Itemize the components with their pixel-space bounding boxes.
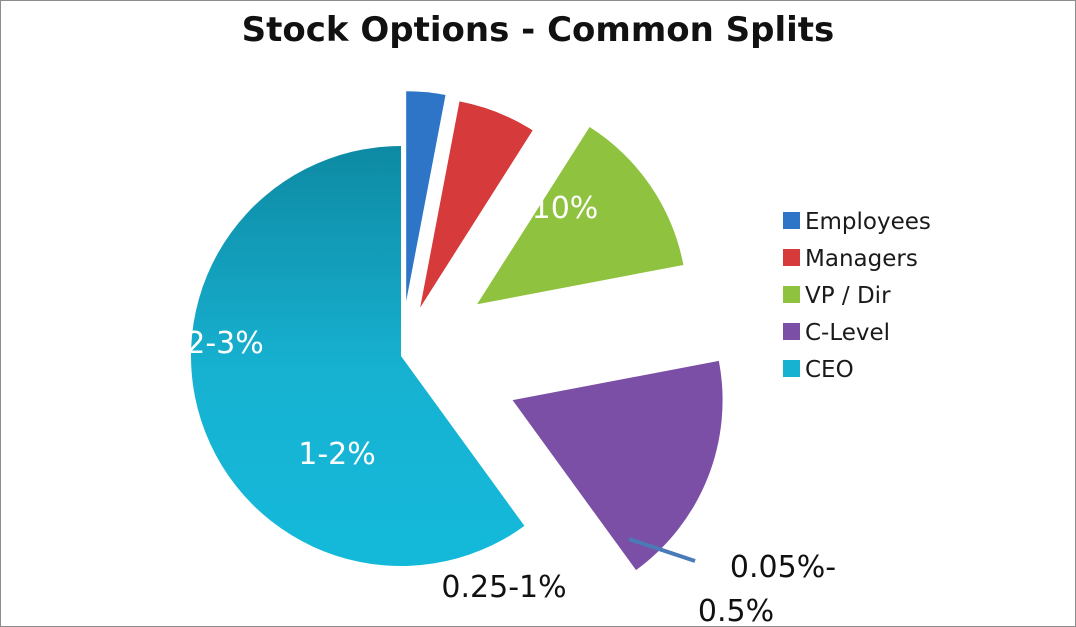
data-label-0-05: 0.05%- xyxy=(730,550,836,585)
data-label-0-5: 0.5% xyxy=(698,594,774,626)
pie-slice-ceo xyxy=(190,146,525,566)
pie-slice-employees xyxy=(406,91,446,302)
legend-swatch-1 xyxy=(783,249,800,266)
pie-slice-c-level xyxy=(512,360,723,571)
chart-title: Stock Options - Common Splits xyxy=(242,10,835,50)
legend-swatch-3 xyxy=(783,323,800,340)
legend-label-0: Employees xyxy=(805,209,931,235)
chart-legend: Employees Managers VP / Dir C-Level CEO xyxy=(783,209,931,383)
data-label-0-25-1: 0.25-1% xyxy=(441,570,566,605)
data-label-1-2: 1-2% xyxy=(298,437,376,472)
legend-label-3: C-Level xyxy=(805,320,890,346)
pie-slices xyxy=(190,91,723,571)
legend-swatch-4 xyxy=(783,360,800,377)
pie-slice-vp-dir xyxy=(477,126,684,305)
leader-line xyxy=(628,537,696,563)
legend-label-4: CEO xyxy=(805,357,854,383)
data-label-5-10: 5-10% xyxy=(502,191,599,226)
legend-label-2: VP / Dir xyxy=(805,283,891,309)
pie-slice-managers xyxy=(420,101,533,308)
data-label-2-3: 2-3% xyxy=(186,326,264,361)
legend-label-1: Managers xyxy=(805,246,918,272)
legend-swatch-0 xyxy=(783,212,800,229)
legend-swatch-2 xyxy=(783,286,800,303)
